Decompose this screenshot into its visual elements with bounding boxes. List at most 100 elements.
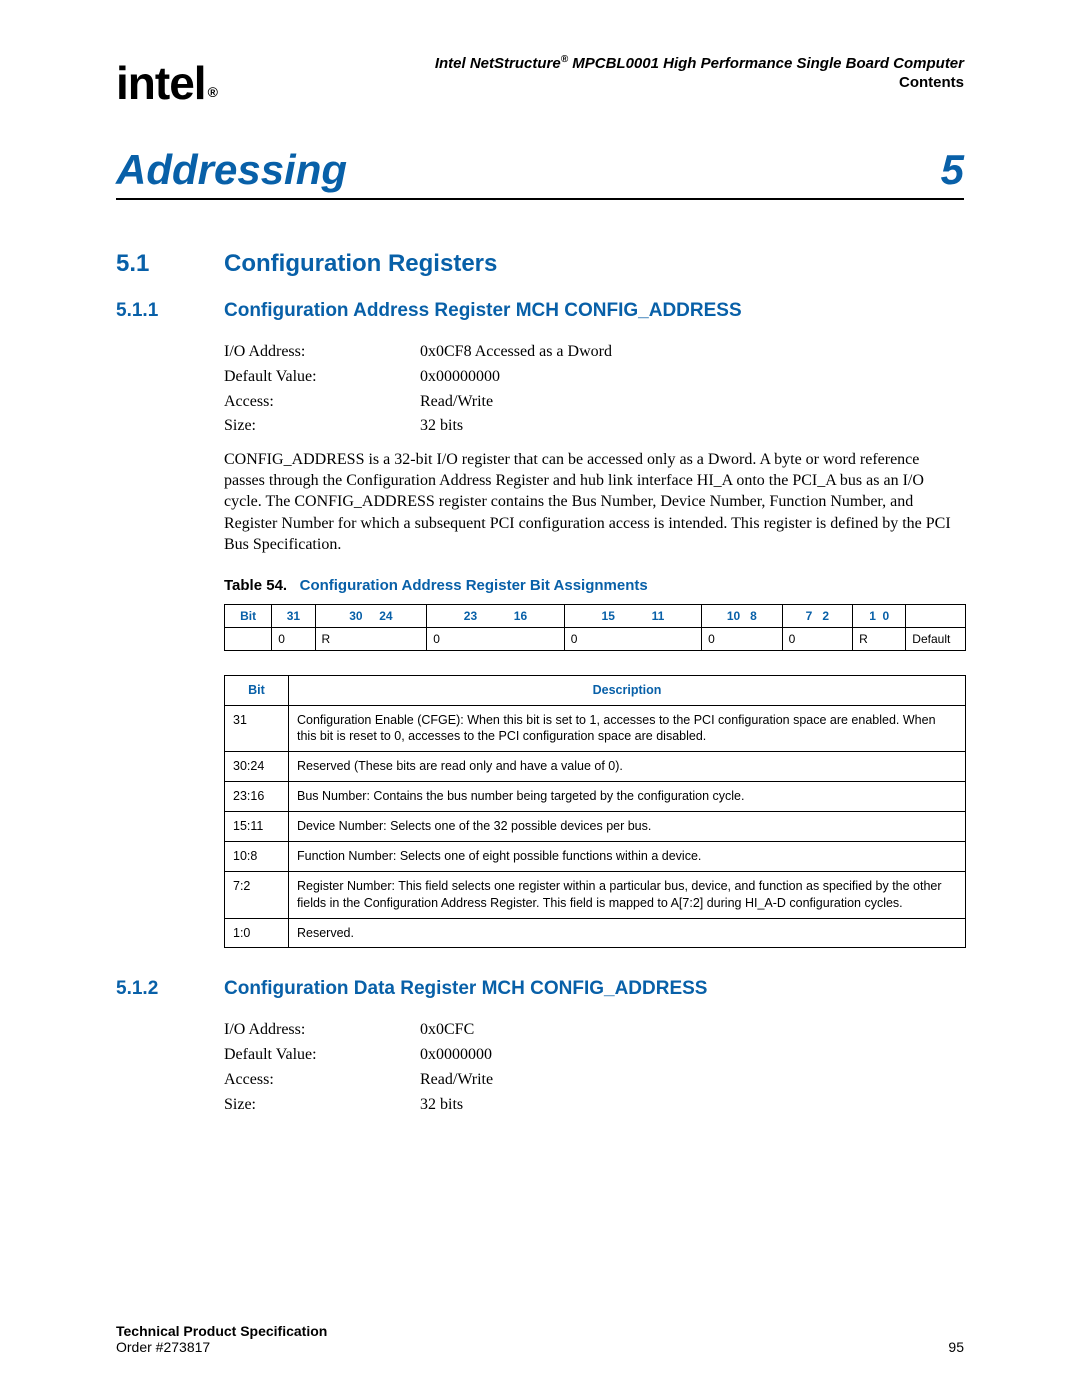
bitdesc-header-desc: Description	[289, 675, 966, 705]
property-key: I/O Address:	[224, 340, 420, 365]
footer-doc-title: Technical Product Specification	[116, 1323, 327, 1339]
property-value: 0x0CFC	[420, 1018, 964, 1043]
logo-registered: ®	[208, 84, 217, 100]
chapter-number: 5	[941, 146, 964, 194]
bit-range-header: 23 16	[427, 604, 564, 627]
bit-default-value: 0	[782, 627, 853, 650]
table-caption-title: Configuration Address Register Bit Assig…	[300, 577, 648, 594]
page-footer: Technical Product Specification Order #2…	[116, 1323, 964, 1355]
property-key: Default Value:	[224, 1043, 420, 1068]
property-key: Default Value:	[224, 365, 420, 390]
property-row: Default Value:0x00000000	[224, 365, 964, 390]
bitdesc-desc: Bus Number: Contains the bus number bein…	[289, 782, 966, 812]
register-properties-list: I/O Address:0x0CF8 Accessed as a DwordDe…	[224, 340, 964, 439]
section-heading: 5.1 Configuration Registers	[116, 250, 964, 278]
bit-range-header: 10 8	[702, 604, 782, 627]
bitdesc-desc: Reserved.	[289, 918, 966, 948]
footer-order-number: Order #273817	[116, 1339, 327, 1355]
property-row: Access:Read/Write	[224, 1068, 964, 1093]
property-key: Size:	[224, 1093, 420, 1118]
subsection-number: 5.1.1	[116, 300, 224, 322]
bitdesc-desc: Register Number: This field selects one …	[289, 871, 966, 918]
bit-default-label: Default	[906, 627, 966, 650]
bitdesc-bit: 15:11	[225, 812, 289, 842]
bitdesc-row: 7:2Register Number: This field selects o…	[225, 871, 966, 918]
bitdesc-desc: Device Number: Selects one of the 32 pos…	[289, 812, 966, 842]
bit-range-table: Bit3130 2423 1615 1110 87 21 00R0000RDef…	[224, 604, 966, 651]
chapter-heading: Addressing 5	[116, 146, 964, 200]
property-row: Access:Read/Write	[224, 390, 964, 415]
bitdesc-bit: 31	[225, 705, 289, 752]
bitdesc-header-bit: Bit	[225, 675, 289, 705]
property-key: Access:	[224, 1068, 420, 1093]
property-row: Size:32 bits	[224, 414, 964, 439]
bit-description-table: BitDescription31Configuration Enable (CF…	[224, 675, 966, 949]
page-header: intel® Intel NetStructure® MPCBL0001 Hig…	[116, 54, 964, 106]
bit-default-value	[225, 627, 272, 650]
property-row: I/O Address:0x0CFC	[224, 1018, 964, 1043]
page: intel® Intel NetStructure® MPCBL0001 Hig…	[0, 0, 1080, 1397]
bitdesc-row: 1:0Reserved.	[225, 918, 966, 948]
bit-range-header: 7 2	[782, 604, 853, 627]
property-row: I/O Address:0x0CF8 Accessed as a Dword	[224, 340, 964, 365]
property-value: Read/Write	[420, 1068, 964, 1093]
bit-range-header: 30 24	[315, 604, 427, 627]
header-product-title: Intel NetStructure® MPCBL0001 High Perfo…	[435, 54, 964, 72]
bitdesc-row: 10:8Function Number: Selects one of eigh…	[225, 841, 966, 871]
property-key: Size:	[224, 414, 420, 439]
bitdesc-bit: 30:24	[225, 752, 289, 782]
bit-default-value: R	[853, 627, 906, 650]
register-description-paragraph: CONFIG_ADDRESS is a 32-bit I/O register …	[224, 449, 964, 555]
bit-range-header: 31	[272, 604, 315, 627]
bit-default-value: 0	[564, 627, 701, 650]
table-caption: Table 54. Configuration Address Register…	[224, 577, 964, 594]
subsection-title: Configuration Data Register MCH CONFIG_A…	[224, 978, 707, 1000]
header-title-prefix: Intel NetStructure	[435, 55, 561, 72]
property-value: 0x0CF8 Accessed as a Dword	[420, 340, 964, 365]
footer-left: Technical Product Specification Order #2…	[116, 1323, 327, 1355]
bit-default-value: 0	[702, 627, 782, 650]
intel-logo: intel®	[116, 54, 215, 106]
chapter-title: Addressing	[116, 146, 347, 194]
property-key: I/O Address:	[224, 1018, 420, 1043]
property-value: 0x0000000	[420, 1043, 964, 1068]
bitdesc-bit: 23:16	[225, 782, 289, 812]
bitdesc-bit: 7:2	[225, 871, 289, 918]
header-title-reg: ®	[561, 54, 568, 65]
property-value: 32 bits	[420, 414, 964, 439]
footer-page-number: 95	[948, 1339, 964, 1355]
bit-default-value: 0	[272, 627, 315, 650]
subsection-heading: 5.1.1 Configuration Address Register MCH…	[116, 300, 964, 322]
header-title-suffix: MPCBL0001 High Performance Single Board …	[568, 55, 964, 72]
subsection-number: 5.1.2	[116, 978, 224, 1000]
subsection-heading: 5.1.2 Configuration Data Register MCH CO…	[116, 978, 964, 1000]
bitdesc-desc: Configuration Enable (CFGE): When this b…	[289, 705, 966, 752]
bitdesc-row: 15:11Device Number: Selects one of the 3…	[225, 812, 966, 842]
bit-range-header: 15 11	[564, 604, 701, 627]
bitdesc-bit: 10:8	[225, 841, 289, 871]
property-value: Read/Write	[420, 390, 964, 415]
bitdesc-row: 31Configuration Enable (CFGE): When this…	[225, 705, 966, 752]
header-text-block: Intel NetStructure® MPCBL0001 High Perfo…	[435, 54, 964, 91]
property-value: 32 bits	[420, 1093, 964, 1118]
section-title: Configuration Registers	[224, 250, 497, 278]
bit-range-header	[906, 604, 966, 627]
property-value: 0x00000000	[420, 365, 964, 390]
bit-range-header: 1 0	[853, 604, 906, 627]
bitdesc-desc: Reserved (These bits are read only and h…	[289, 752, 966, 782]
logo-text: intel	[116, 57, 206, 109]
bitdesc-row: 23:16Bus Number: Contains the bus number…	[225, 782, 966, 812]
table-caption-label: Table 54.	[224, 577, 287, 594]
header-subtitle: Contents	[435, 74, 964, 91]
bitdesc-row: 30:24Reserved (These bits are read only …	[225, 752, 966, 782]
register-properties-list: I/O Address:0x0CFCDefault Value:0x000000…	[224, 1018, 964, 1117]
bit-header-label: Bit	[225, 604, 272, 627]
property-row: Default Value:0x0000000	[224, 1043, 964, 1068]
bit-default-value: 0	[427, 627, 564, 650]
subsection-title: Configuration Address Register MCH CONFI…	[224, 300, 742, 322]
property-key: Access:	[224, 390, 420, 415]
section-number: 5.1	[116, 250, 224, 278]
bitdesc-desc: Function Number: Selects one of eight po…	[289, 841, 966, 871]
property-row: Size:32 bits	[224, 1093, 964, 1118]
bitdesc-bit: 1:0	[225, 918, 289, 948]
